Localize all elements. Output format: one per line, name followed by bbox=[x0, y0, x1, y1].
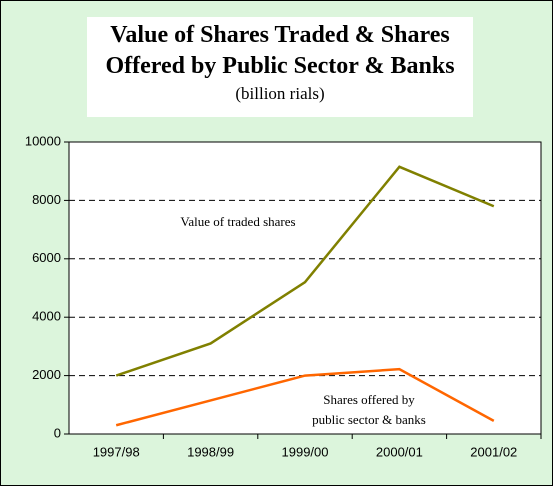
chart-subtitle: (billion rials) bbox=[235, 84, 325, 103]
chart-title: Value of Shares Traded & Shares Offered … bbox=[105, 22, 455, 79]
y-tick-label: 10000 bbox=[25, 133, 61, 148]
x-tick-label: 2001/02 bbox=[470, 444, 517, 459]
series-label-line: public sector & banks bbox=[312, 412, 426, 427]
x-tick-label: 1999/00 bbox=[282, 444, 329, 459]
plot-area bbox=[68, 141, 542, 435]
x-tick-label: 2000/01 bbox=[376, 444, 423, 459]
y-tick-label: 8000 bbox=[32, 192, 61, 207]
series-label: Shares offered by public sector & banks bbox=[312, 392, 426, 427]
series-line bbox=[115, 165, 495, 377]
title-box: Value of Shares Traded & Shares Offered … bbox=[87, 17, 473, 117]
x-tick-label: 1997/98 bbox=[93, 444, 140, 459]
y-tick-label: 4000 bbox=[32, 309, 61, 324]
series-label: Value of traded shares bbox=[180, 214, 295, 229]
y-tick-label: 6000 bbox=[32, 250, 61, 265]
series-line bbox=[115, 367, 495, 427]
x-tick-label: 1998/99 bbox=[187, 444, 234, 459]
y-tick-label: 2000 bbox=[32, 367, 61, 382]
y-tick-label: 0 bbox=[54, 425, 61, 440]
series-label-line: Shares offered by bbox=[323, 392, 415, 407]
